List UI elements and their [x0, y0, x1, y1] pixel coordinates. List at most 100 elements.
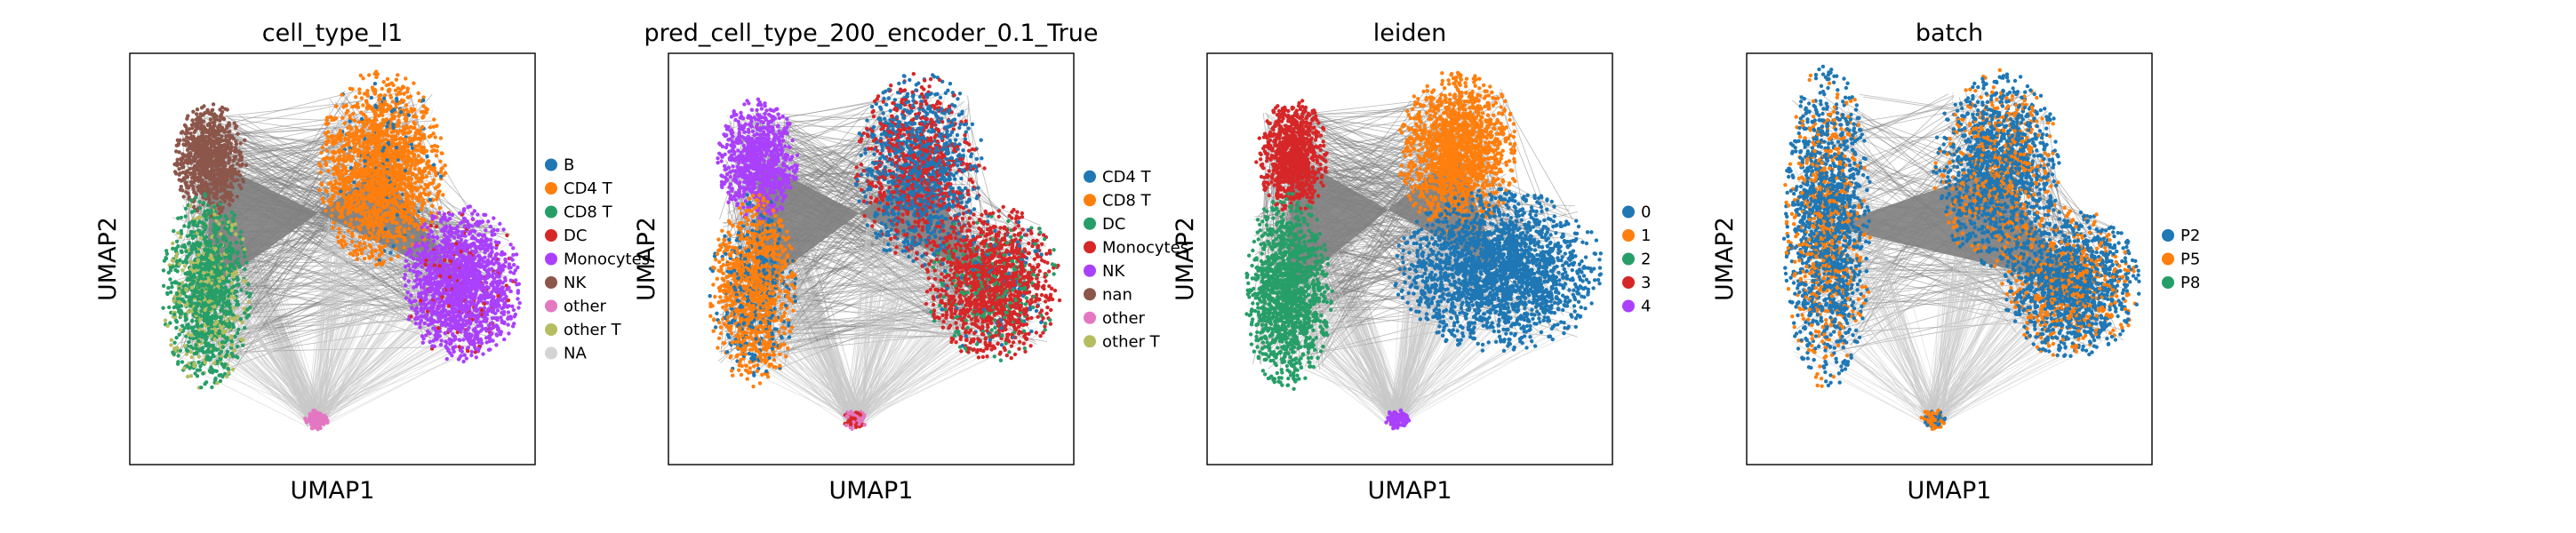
data-point — [168, 277, 172, 282]
data-point — [178, 328, 183, 332]
data-point — [320, 196, 324, 201]
data-point — [377, 168, 381, 172]
data-point — [353, 243, 357, 248]
data-point — [204, 252, 209, 257]
data-point — [324, 209, 328, 213]
data-point — [228, 195, 233, 201]
data-point — [412, 144, 418, 148]
data-point — [341, 153, 347, 158]
data-point — [210, 330, 215, 334]
data-point — [192, 219, 197, 224]
data-point — [389, 198, 394, 203]
data-point — [229, 228, 234, 233]
data-point — [395, 239, 399, 243]
data-point — [357, 87, 362, 91]
data-point — [235, 171, 240, 177]
data-point — [354, 188, 359, 194]
data-point — [220, 330, 226, 335]
data-point — [243, 254, 247, 259]
data-point — [379, 195, 383, 200]
data-point — [441, 193, 445, 197]
data-point — [374, 142, 379, 147]
data-point — [404, 103, 409, 107]
data-point — [404, 123, 409, 128]
data-point — [328, 115, 333, 119]
data-point — [205, 283, 210, 289]
data-point — [214, 271, 220, 276]
data-point — [212, 175, 217, 179]
data-point — [218, 159, 222, 163]
data-point — [185, 160, 189, 165]
data-point — [369, 95, 373, 100]
data-point — [345, 108, 350, 114]
data-point — [409, 189, 413, 194]
data-point — [364, 187, 368, 192]
data-point — [388, 235, 394, 239]
data-point — [360, 223, 364, 227]
data-point — [371, 235, 375, 239]
data-point — [172, 340, 177, 345]
data-point — [372, 82, 378, 86]
data-point — [394, 77, 399, 82]
data-point — [177, 309, 181, 314]
data-point — [190, 318, 195, 323]
data-point — [180, 130, 185, 134]
data-point — [416, 227, 420, 232]
data-point — [188, 131, 193, 136]
data-point — [200, 257, 204, 261]
data-point — [387, 89, 391, 94]
data-point — [382, 165, 388, 170]
data-point — [361, 103, 365, 107]
data-point — [384, 133, 388, 138]
data-point — [406, 144, 411, 149]
data-point — [355, 257, 359, 262]
data-point — [209, 208, 213, 213]
data-point — [415, 158, 420, 163]
data-point — [429, 148, 435, 154]
data-point — [192, 171, 197, 176]
data-point — [198, 112, 203, 116]
data-point — [203, 248, 208, 252]
data-point — [393, 207, 397, 211]
edge-line — [228, 356, 312, 425]
data-point — [434, 154, 439, 158]
data-point — [190, 329, 196, 333]
data-point — [362, 175, 366, 179]
data-point — [234, 232, 238, 236]
data-point — [439, 167, 444, 171]
data-point — [380, 103, 384, 108]
data-point — [219, 357, 223, 362]
data-point — [346, 228, 350, 234]
data-point — [200, 288, 204, 292]
data-point — [194, 117, 198, 122]
data-point — [365, 107, 370, 111]
data-point — [341, 149, 346, 155]
data-point — [410, 158, 414, 163]
data-point — [215, 155, 220, 161]
data-point — [227, 121, 231, 125]
data-point — [183, 312, 188, 316]
data-point — [216, 301, 220, 306]
data-point — [180, 323, 185, 328]
data-point — [348, 222, 353, 227]
data-point — [185, 287, 189, 291]
data-point — [407, 227, 412, 231]
data-point — [340, 145, 345, 149]
data-point — [406, 131, 411, 135]
data-point — [176, 216, 180, 220]
data-point — [356, 201, 361, 205]
data-point — [422, 169, 427, 173]
data-point — [206, 307, 212, 312]
data-point — [230, 264, 236, 268]
data-point — [194, 331, 198, 337]
data-point — [428, 125, 433, 130]
data-point — [213, 314, 219, 318]
data-point — [245, 307, 250, 312]
data-point — [169, 265, 173, 270]
data-point — [172, 312, 177, 317]
data-point — [214, 187, 220, 191]
data-point — [357, 91, 362, 95]
data-point — [422, 187, 427, 192]
data-point — [161, 283, 166, 288]
